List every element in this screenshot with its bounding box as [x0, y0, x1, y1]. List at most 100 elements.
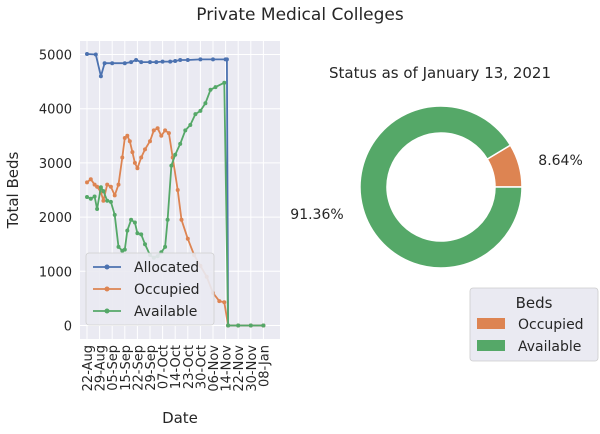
data-point	[110, 61, 115, 66]
legend-swatch	[477, 340, 505, 351]
x-tick-label: 06-Nov	[207, 345, 222, 392]
data-point	[173, 59, 178, 63]
x-tick-label: 15-Sep	[119, 345, 134, 391]
data-point	[151, 128, 156, 133]
data-point	[85, 195, 89, 199]
data-point	[183, 128, 188, 133]
figure-title: Private Medical Colleges	[196, 5, 404, 25]
donut-title: Status as of January 13, 2021	[329, 64, 551, 82]
data-point	[95, 184, 100, 189]
data-point	[108, 199, 113, 204]
legend-marker	[104, 286, 110, 292]
line-legend: Allocated Occupied Available	[85, 252, 215, 326]
data-point	[122, 61, 127, 66]
data-point	[211, 57, 215, 62]
x-tick-label: 14-Nov	[220, 345, 235, 392]
data-point	[101, 189, 106, 194]
y-tick-label: 4000	[39, 103, 72, 118]
data-point	[143, 242, 147, 247]
data-point	[178, 141, 183, 146]
slice-pct-occupied: 8.64%	[538, 153, 582, 169]
legend-marker	[104, 308, 110, 314]
data-point	[193, 112, 198, 117]
x-tick-label: 29-Aug	[94, 345, 109, 391]
data-point	[127, 139, 132, 144]
x-tick-label: 08-Jan	[257, 345, 272, 387]
legend-item-allocated: Allocated	[93, 260, 199, 276]
x-axis-label: Date	[162, 409, 198, 427]
y-tick-label: 0	[64, 319, 72, 334]
data-point	[135, 166, 140, 171]
legend-swatch	[477, 318, 505, 329]
line-x-ticks: 22-Aug29-Aug05-Sep15-Sep22-Sep29-Sep07-O…	[81, 345, 272, 392]
data-point	[166, 131, 171, 136]
x-tick-label: 22-Aug	[81, 345, 96, 391]
donut-pct-labels: 8.64% 91.36%	[290, 153, 582, 223]
x-tick-label: 05-Sep	[106, 345, 121, 391]
legend-marker	[104, 264, 110, 270]
data-point	[125, 133, 130, 138]
data-point	[134, 58, 139, 62]
data-point	[116, 244, 121, 249]
data-point	[112, 212, 117, 217]
data-point	[148, 60, 152, 65]
x-tick-label: 29-Sep	[144, 345, 159, 391]
data-point	[132, 160, 137, 165]
donut-legend: Beds Occupied Available	[469, 287, 599, 362]
data-point	[154, 60, 159, 65]
donut-chart: Status as of January 13, 2021 8.64% 91.36…	[290, 64, 599, 362]
data-point	[112, 193, 117, 198]
data-point	[188, 123, 193, 127]
data-point	[143, 147, 147, 152]
data-point	[139, 155, 144, 160]
x-tick-label: 14-Oct	[169, 345, 184, 389]
data-point	[160, 59, 165, 64]
data-point	[85, 52, 89, 56]
data-point	[226, 323, 231, 328]
data-point	[135, 231, 140, 236]
data-point	[198, 57, 203, 62]
data-point	[198, 108, 203, 113]
data-point	[139, 60, 144, 65]
legend-label: Allocated	[134, 260, 199, 276]
data-point	[93, 52, 98, 57]
data-point	[122, 247, 127, 252]
data-point	[105, 182, 110, 187]
y-tick-label: 5000	[39, 49, 72, 64]
data-point	[168, 59, 173, 64]
data-point	[213, 85, 218, 90]
data-point	[92, 194, 97, 199]
data-point	[224, 57, 229, 62]
legend-item-available: Available	[93, 304, 197, 320]
data-point	[116, 182, 121, 187]
data-point	[185, 236, 190, 241]
x-tick-label: 23-Oct	[182, 345, 197, 389]
y-tick-label: 1000	[39, 265, 72, 280]
x-tick-label: 30-Nov	[245, 345, 260, 392]
data-point	[163, 128, 168, 133]
data-point	[125, 228, 130, 233]
x-tick-label: 30-Oct	[194, 345, 209, 389]
legend-label: Available	[134, 304, 197, 320]
x-tick-label: 22-Sep	[131, 345, 146, 391]
data-point	[173, 152, 178, 157]
data-point	[248, 323, 253, 328]
line-y-ticks: 0 1000 2000 3000 4000 5000	[39, 49, 72, 335]
data-point	[208, 87, 213, 92]
data-point	[169, 163, 174, 168]
data-point	[88, 196, 93, 201]
legend-label: Available	[518, 339, 581, 355]
legend-label: Occupied	[134, 282, 200, 298]
data-point	[130, 150, 135, 155]
data-point	[132, 220, 137, 225]
data-point	[217, 299, 222, 304]
slice-available	[359, 105, 523, 269]
donut-legend-title: Beds	[516, 294, 553, 312]
y-tick-label: 3000	[39, 157, 72, 172]
data-point	[222, 300, 227, 305]
data-point	[129, 60, 134, 65]
donut-slices	[359, 105, 523, 269]
legend-item-occupied: Occupied	[93, 282, 200, 298]
